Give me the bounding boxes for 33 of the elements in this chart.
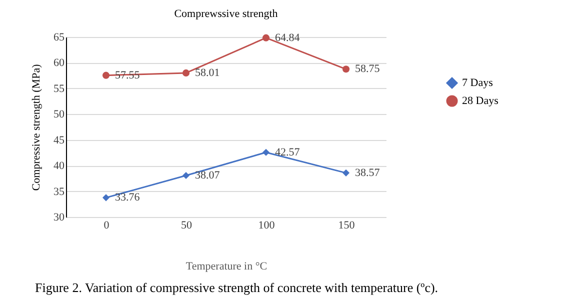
point	[262, 34, 270, 42]
point	[102, 72, 110, 79]
data-label: 33.76	[115, 192, 140, 204]
data-label: 38.07	[195, 169, 220, 182]
legend-label: 7 Days	[462, 77, 493, 89]
data-label: 58.01	[195, 66, 220, 79]
data-label: 42.57	[275, 146, 300, 158]
point	[182, 172, 190, 180]
point	[182, 69, 190, 76]
y-tick-label: 35	[54, 186, 65, 198]
point	[102, 194, 110, 202]
y-tick-label: 40	[54, 160, 65, 172]
y-axis-title: Compressive strength (MPa)	[30, 64, 42, 191]
y-tick-label: 50	[54, 108, 65, 121]
x-tick-label: 50	[181, 220, 192, 232]
point	[262, 148, 270, 156]
chart-title: Comprewssive strength	[174, 8, 278, 20]
point	[342, 66, 350, 73]
legend-label: 28 Days	[462, 95, 498, 107]
x-tick-label: 100	[258, 220, 276, 232]
y-tick-label: 55	[54, 82, 65, 95]
y-tick-label: 60	[54, 57, 65, 70]
y-tick-label: 30	[54, 212, 65, 224]
x-tick-label: 0	[104, 220, 110, 232]
data-label: 58.75	[355, 63, 380, 76]
data-label: 38.57	[355, 166, 380, 179]
y-tick-label: 45	[54, 134, 65, 146]
y-tick-label: 65	[54, 32, 65, 44]
x-tick-label: 150	[338, 220, 356, 232]
point	[342, 169, 350, 176]
caption: Figure 2. Variation of compressive strength of concrete with temperature (ºc).	[35, 280, 438, 296]
data-label: 64.84	[275, 32, 300, 44]
x-axis-title: Temperature in °C	[186, 260, 268, 272]
